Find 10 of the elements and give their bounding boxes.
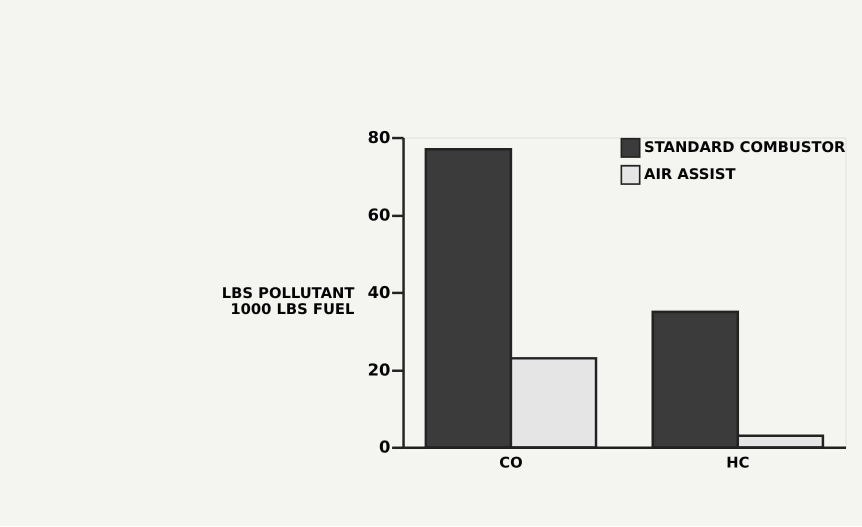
y-axis-title: LBS POLLUTANT 1000 LBS FUEL — [222, 284, 354, 318]
x-tick-label: CO — [499, 454, 523, 472]
legend-label: STANDARD COMBUSTOR — [644, 138, 846, 156]
y-tick-label: 40 — [368, 282, 390, 302]
legend-label: AIR ASSIST — [644, 166, 736, 184]
x-tick-label: HC — [726, 454, 750, 472]
y-tick-label: 60 — [368, 205, 390, 224]
y-tick-label: 20 — [368, 360, 390, 380]
y-tick-label: 0 — [379, 438, 390, 457]
y-tick-label: 80 — [368, 128, 390, 147]
